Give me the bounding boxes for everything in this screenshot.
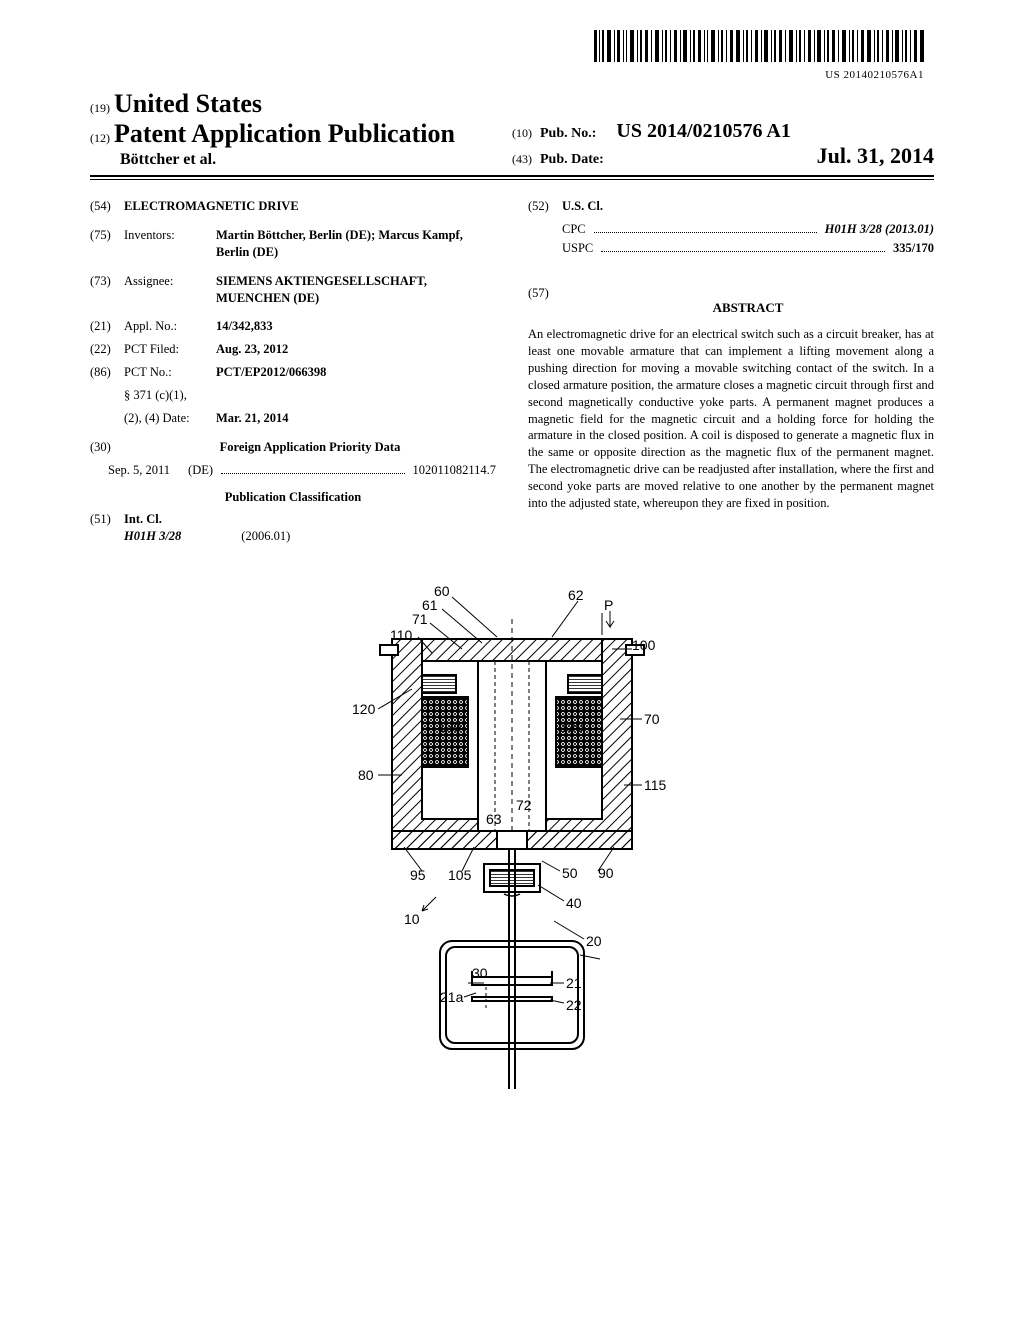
fig-label-90: 90 [598,865,614,881]
fig-label-80: 80 [358,767,374,783]
s371-date: Mar. 21, 2014 [216,410,496,427]
header: (19) United States (12) Patent Applicati… [90,89,934,180]
fig-label-21a: 21a [440,989,463,1005]
intcl-label: Int. Cl. [124,511,496,528]
dotted-leader [221,462,405,474]
foreign-priority-head: Foreign Application Priority Data [124,439,496,456]
fig-label-100: 100 [632,637,655,653]
cpc-label: CPC [562,221,590,238]
fig-label-30: 30 [472,965,488,981]
dotted-leader [601,240,885,252]
code-19: (19) [90,101,110,115]
code-43: (43) [512,152,532,167]
code-75: (75) [90,227,124,261]
barcode-bars [594,30,924,62]
pub-date: Jul. 31, 2014 [817,143,934,169]
pctfiled-label: PCT Filed: [124,341,216,358]
code-21: (21) [90,318,124,335]
uspc-value: 335/170 [889,240,934,257]
fig-label-130a: 130 [438,719,461,735]
fig-label-22: 22 [566,997,582,1013]
fig-label-40: 40 [566,895,582,911]
code-51: (51) [90,511,124,545]
assignee-label: Assignee: [124,273,216,307]
foreign-num: 102011082114.7 [409,462,496,479]
s371-line1: § 371 (c)(1), [124,387,216,404]
intcl-version: (2006.01) [241,529,290,543]
abstract-heading: ABSTRACT [562,299,934,317]
abstract-text: An electromagnetic drive for an electric… [528,326,934,512]
applno-label: Appl. No.: [124,318,216,335]
fig-label-50: 50 [562,865,578,881]
patent-figure: 60 61 71 110 62 P 100 120 130 130 70 80 … [302,579,722,1099]
fig-label-105: 105 [448,867,471,883]
fig-label-72: 72 [516,797,532,813]
fig-label-10: 10 [404,911,420,927]
divider-thick [90,175,934,177]
invention-title: ELECTROMAGNETIC DRIVE [124,198,496,215]
inventors-label: Inventors: [124,227,216,261]
pctno: PCT/EP2012/066398 [216,364,496,381]
assignee: SIEMENS AKTIENGESELLSCHAFT, MUENCHEN (DE… [216,273,496,307]
fig-label-63: 63 [486,811,502,827]
code-86: (86) [90,364,124,381]
fig-label-110: 110 [390,627,412,643]
code-52: (52) [528,198,562,215]
uspc-label: USPC [562,240,597,257]
applno: 14/342,833 [216,318,496,335]
pctno-label: PCT No.: [124,364,216,381]
code-57: (57) [528,285,562,327]
barcode-block: US 20140210576A1 [90,30,934,83]
s371-line2: (2), (4) Date: [124,410,216,427]
right-column: (52) U.S. Cl. CPC H01H 3/28 (2013.01) US… [528,192,934,551]
pctfiled: Aug. 23, 2012 [216,341,496,358]
publication-type: Patent Application Publication [114,119,455,148]
code-54: (54) [90,198,124,215]
code-10: (10) [512,126,532,141]
dotted-leader [594,221,817,233]
fig-label-95: 95 [410,867,426,883]
left-column: (54) ELECTROMAGNETIC DRIVE (75) Inventor… [90,192,496,551]
fig-label-130b: 130 [560,719,583,735]
biblio-columns: (54) ELECTROMAGNETIC DRIVE (75) Inventor… [90,192,934,551]
fig-label-70: 70 [644,711,660,727]
barcode-number: US 20140210576A1 [594,69,924,81]
inventors: Martin Böttcher, Berlin (DE); Marcus Kam… [216,227,496,261]
code-30: (30) [90,439,124,456]
divider-thin [90,179,934,180]
code-73: (73) [90,273,124,307]
fig-label-120: 120 [352,701,375,717]
code-22: (22) [90,341,124,358]
cpc-value: H01H 3/28 (2013.01) [825,222,934,236]
authors-line: Böttcher et al. [90,151,512,169]
fig-label-21: 21 [566,975,582,991]
pub-no-label: Pub. No.: [540,126,596,142]
uscl-label: U.S. Cl. [562,198,934,215]
fig-label-20: 20 [586,933,602,949]
code-12: (12) [90,131,110,145]
fig-label-71: 71 [412,611,428,627]
intcl-class: H01H 3/28 [124,529,181,543]
fig-label-P: P [604,597,613,613]
fig-label-115: 115 [644,777,666,793]
pub-date-label: Pub. Date: [540,152,604,168]
foreign-cc: (DE) [188,462,217,479]
pub-class-head: Publication Classification [90,489,496,506]
fig-label-62: 62 [568,587,584,603]
country: United States [114,89,262,118]
foreign-date: Sep. 5, 2011 [108,462,174,479]
pub-no: US 2014/0210576 A1 [616,120,790,143]
figure-container: 60 61 71 110 62 P 100 120 130 130 70 80 … [90,579,934,1099]
